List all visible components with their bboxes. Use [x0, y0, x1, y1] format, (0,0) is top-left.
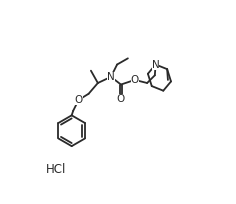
Text: O: O	[117, 94, 125, 104]
Text: N: N	[152, 60, 160, 70]
Text: O: O	[75, 95, 83, 105]
Text: O: O	[131, 75, 139, 85]
Text: HCl: HCl	[46, 163, 66, 176]
Text: N: N	[107, 72, 115, 82]
